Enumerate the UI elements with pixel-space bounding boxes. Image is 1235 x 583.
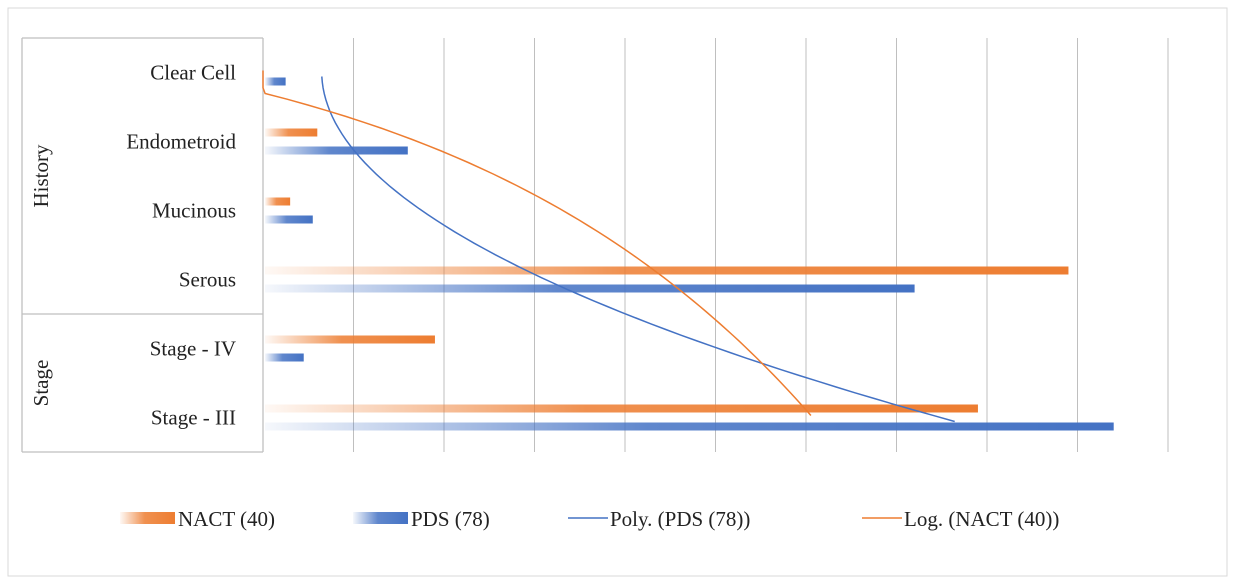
- category-label-serous: Serous: [179, 268, 236, 292]
- category-label-stage-iii: Stage - III: [151, 406, 236, 430]
- bar-pds-78-endometroid: [265, 146, 408, 155]
- bar-pds-78-clear-cell: [265, 77, 286, 86]
- legend-swatch: [353, 512, 408, 524]
- bar-pds-78-stage-iii: [265, 422, 1114, 431]
- bar-pds-78-stage-iv: [265, 353, 304, 362]
- legend-item-poly-pds-78: Poly. (PDS (78)): [568, 507, 750, 531]
- bar-nact-40-stage-iii: [265, 404, 978, 413]
- legend-label: PDS (78): [411, 507, 490, 531]
- bar-nact-40-mucinous: [265, 197, 291, 206]
- group-label-history: History: [29, 144, 53, 208]
- category-label-mucinous: Mucinous: [152, 199, 236, 223]
- bar-nact-40-stage-iv: [265, 335, 435, 344]
- group-label-stage: Stage: [29, 360, 53, 407]
- legend-label: Log. (NACT (40)): [904, 507, 1059, 531]
- legend-label: NACT (40): [178, 507, 275, 531]
- category-label-clear-cell: Clear Cell: [150, 61, 236, 85]
- legend-label: Poly. (PDS (78)): [610, 507, 750, 531]
- bar-nact-40-endometroid: [265, 128, 318, 137]
- legend-item-log-nact-40: Log. (NACT (40)): [862, 507, 1059, 531]
- legend-swatch: [120, 512, 175, 524]
- legend-item-pds-78: PDS (78): [353, 507, 490, 531]
- bar-pds-78-mucinous: [265, 215, 313, 224]
- category-label-stage-iv: Stage - IV: [150, 337, 236, 361]
- legend-item-nact-40: NACT (40): [120, 507, 275, 531]
- chart-border: [7, 7, 1228, 577]
- trendline-poly-pds-78: [321, 76, 955, 423]
- category-label-endometroid: Endometroid: [126, 130, 236, 154]
- bar-pds-78-serous: [265, 284, 915, 293]
- trendline-log-nact-40: [262, 70, 812, 416]
- bar-nact-40-serous: [265, 266, 1069, 275]
